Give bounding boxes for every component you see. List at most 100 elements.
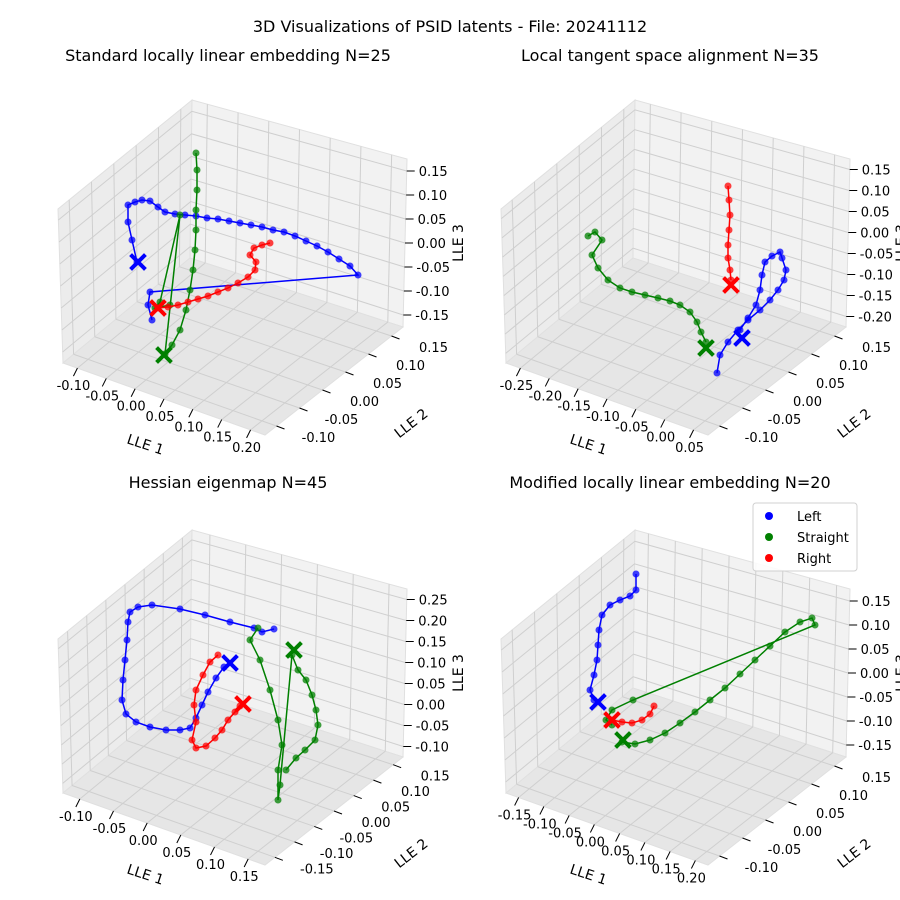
x-tick [640,842,646,851]
data-point [781,628,789,636]
data-point [121,656,129,664]
y-grid-left [180,537,183,696]
x-tick-label: -0.10 [586,410,620,425]
data-point [194,295,202,303]
x-grid-floor [520,262,649,369]
data-point [744,314,752,322]
data-point [192,206,200,214]
data-point [641,291,649,299]
series-straight [151,149,201,364]
z-tick-label: 0.25 [419,594,448,609]
y-tick [299,407,308,412]
y-grid-left [511,199,518,355]
y-grid-floor [622,696,835,767]
data-point [123,636,131,644]
data-point [176,326,184,334]
x-grid-floor [606,292,740,400]
z-grid [502,168,849,277]
data-point [251,266,259,274]
x-tick-label: 0.05 [146,410,175,425]
end-marker [149,299,167,317]
y-tick [719,855,728,860]
data-point [250,244,258,252]
x-grid-back [349,574,354,740]
x-tick [243,858,249,868]
data-point [203,214,211,222]
data-point [164,303,172,311]
data-point [354,271,362,279]
data-point [224,716,232,724]
data-point [584,232,592,240]
data-point [186,286,194,294]
x-grid-floor [619,726,754,834]
end-marker [603,711,621,729]
x-tick-label: 0.15 [203,431,232,446]
x-tick [159,398,165,408]
data-point [182,306,190,314]
legend-box [752,502,858,572]
y-tick-label: 0.15 [419,341,448,356]
x-tick [690,860,696,869]
x-tick-label: 0.20 [232,441,261,456]
y-grid-left [534,181,539,337]
data-point [274,716,282,724]
z-tick-label: 0.00 [860,667,889,682]
data-point [280,228,288,236]
x-grid-back [207,534,211,694]
data-point [676,301,684,309]
data-point [706,696,714,704]
x-tick [109,810,114,820]
data-point [591,228,599,236]
z-grid [504,653,848,761]
data-point [193,186,201,194]
x-grid-floor [693,321,832,431]
x-tick-label: -0.15 [498,809,532,824]
data-point [211,734,219,742]
data-point [631,740,639,748]
end-marker [614,731,632,749]
data-point [725,196,733,204]
legend-label: Right [797,552,831,567]
data-point [608,706,616,714]
data-point [176,726,184,734]
data-point [266,686,274,694]
data-point [186,724,194,732]
data-point [766,642,774,650]
x-grid-floor [644,735,780,843]
data-point [124,201,132,209]
data-point [119,676,127,684]
data-point [302,237,310,245]
y-tick-label: 0.00 [793,825,822,840]
data-point [586,686,594,694]
z-grid [505,676,847,783]
legend-marker [765,554,773,562]
y-grid-left [621,109,625,267]
data-point [126,608,134,616]
x-tick-label: 0.05 [162,846,191,861]
x-tick-label: 0.00 [117,400,146,415]
data-point [212,674,220,682]
y-grid-floor [71,785,276,858]
data-point [282,766,290,774]
y-grid-left [105,600,109,756]
x-tick [589,824,595,833]
data-point [756,306,764,314]
data-point [224,284,232,292]
x-grid-floor [543,700,674,807]
y-tick-label: -0.15 [300,862,334,877]
y-tick-label: 0.05 [373,377,402,392]
y-tick-label: -0.05 [768,413,802,428]
data-point [192,226,200,234]
data-point [308,691,316,699]
data-point [270,625,278,633]
data-point [768,252,776,260]
z-grid [59,155,406,265]
z-grid [59,598,406,707]
data-point [780,276,788,284]
y-grid-left [578,145,581,302]
z-tick-label: -0.05 [859,691,893,706]
x-tick [72,367,78,377]
y-tick-label: 0.00 [793,395,822,410]
data-point [716,351,724,359]
data-point [184,298,192,306]
